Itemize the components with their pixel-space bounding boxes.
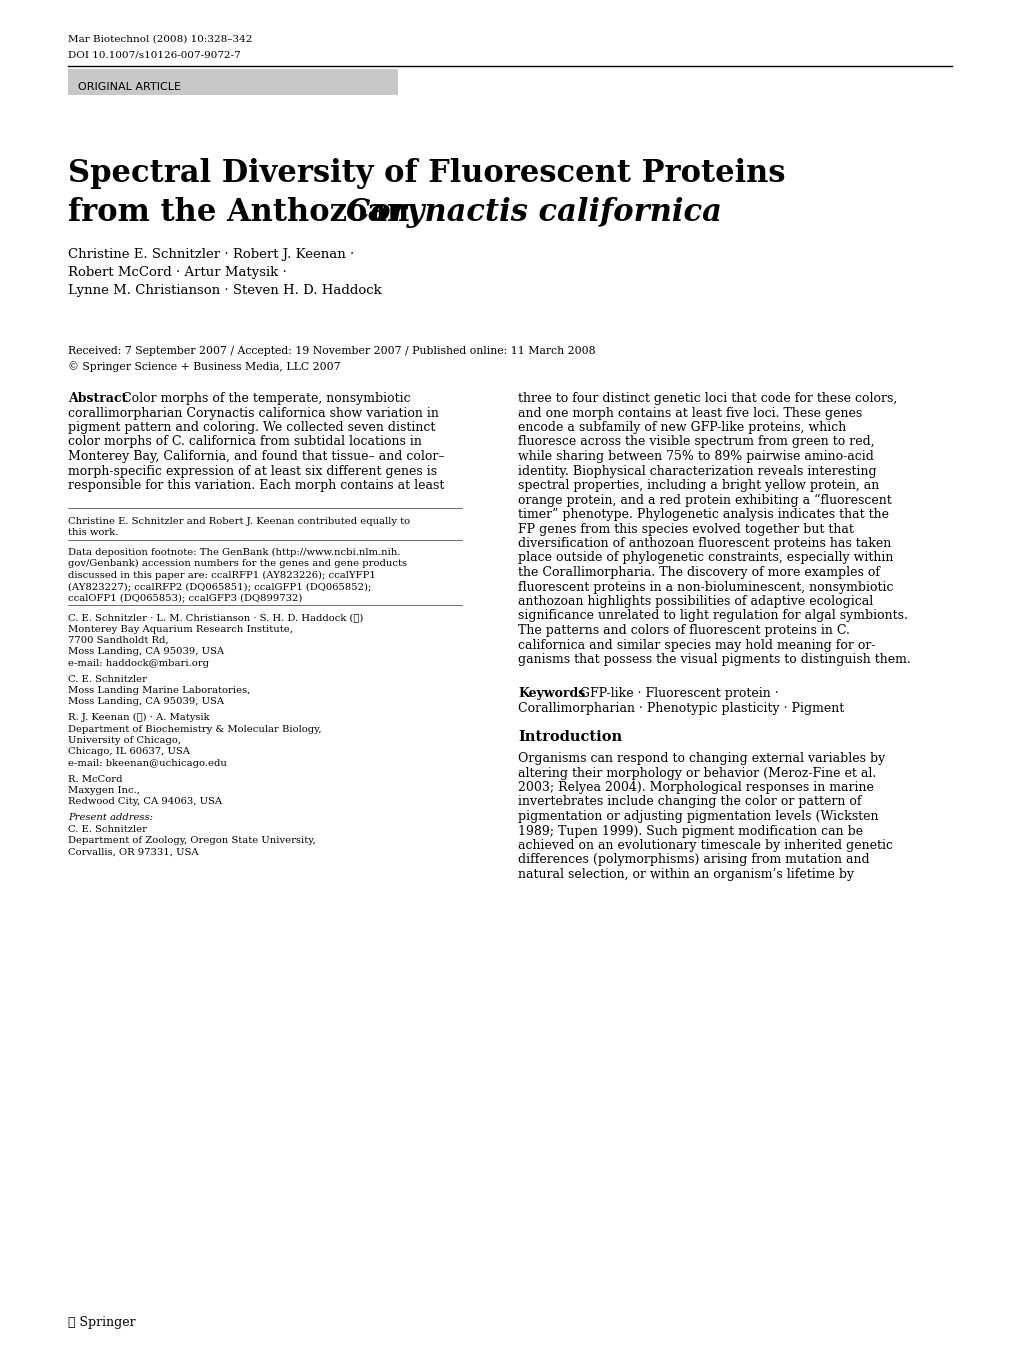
Text: Corvallis, OR 97331, USA: Corvallis, OR 97331, USA <box>68 847 199 856</box>
Text: GFP-like · Fluorescent protein ·: GFP-like · Fluorescent protein · <box>580 687 777 701</box>
Text: R. J. Keenan (✉) · A. Matysik: R. J. Keenan (✉) · A. Matysik <box>68 713 210 722</box>
Text: californica and similar species may hold meaning for or-: californica and similar species may hold… <box>518 638 874 652</box>
Text: DOI 10.1007/s10126-007-9072-7: DOI 10.1007/s10126-007-9072-7 <box>68 50 240 60</box>
Text: Color morphs of the temperate, nonsymbiotic: Color morphs of the temperate, nonsymbio… <box>122 392 411 405</box>
Text: Keywords: Keywords <box>518 687 585 701</box>
Text: discussed in this paper are: ccalRFP1 (AY823226); ccalYFP1: discussed in this paper are: ccalRFP1 (A… <box>68 570 376 580</box>
Text: Abstract: Abstract <box>68 392 127 405</box>
Text: Chicago, IL 60637, USA: Chicago, IL 60637, USA <box>68 748 190 756</box>
Text: Spectral Diversity of Fluorescent Proteins: Spectral Diversity of Fluorescent Protei… <box>68 159 785 188</box>
Text: differences (polymorphisms) arising from mutation and: differences (polymorphisms) arising from… <box>518 854 869 866</box>
Text: pigmentation or adjusting pigmentation levels (Wicksten: pigmentation or adjusting pigmentation l… <box>518 810 877 822</box>
Text: © Springer Science + Business Media, LLC 2007: © Springer Science + Business Media, LLC… <box>68 360 340 371</box>
Text: Monterey Bay, California, and found that tissue– and color–: Monterey Bay, California, and found that… <box>68 450 444 463</box>
Text: color morphs of C. californica from subtidal locations in: color morphs of C. californica from subt… <box>68 435 422 449</box>
Text: Received: 7 September 2007 / Accepted: 19 November 2007 / Published online: 11 M: Received: 7 September 2007 / Accepted: 1… <box>68 346 595 356</box>
Text: ccalOFP1 (DQ065853); ccalGFP3 (DQ899732): ccalOFP1 (DQ065853); ccalGFP3 (DQ899732) <box>68 593 302 603</box>
Text: Corynactis californica: Corynactis californica <box>345 196 721 228</box>
Text: (AY823227); ccalRFP2 (DQ065851); ccalGFP1 (DQ065852);: (AY823227); ccalRFP2 (DQ065851); ccalGFP… <box>68 583 371 591</box>
Text: fluorescent proteins in a non-bioluminescent, nonsymbiotic: fluorescent proteins in a non-biolumines… <box>518 580 893 593</box>
Text: morph-specific expression of at least six different genes is: morph-specific expression of at least si… <box>68 465 437 477</box>
Text: University of Chicago,: University of Chicago, <box>68 736 181 745</box>
Text: e-mail: haddock@mbari.org: e-mail: haddock@mbari.org <box>68 659 209 668</box>
Text: ④ Springer: ④ Springer <box>68 1316 136 1329</box>
Text: invertebrates include changing the color or pattern of: invertebrates include changing the color… <box>518 795 861 809</box>
Text: altering their morphology or behavior (Meroz-Fine et al.: altering their morphology or behavior (M… <box>518 767 875 779</box>
Text: Christine E. Schnitzler and Robert J. Keenan contributed equally to: Christine E. Schnitzler and Robert J. Ke… <box>68 516 410 526</box>
Text: gov/Genbank) accession numbers for the genes and gene products: gov/Genbank) accession numbers for the g… <box>68 560 407 568</box>
Text: natural selection, or within an organism’s lifetime by: natural selection, or within an organism… <box>518 869 853 881</box>
Text: C. E. Schnitzler · L. M. Christianson · S. H. D. Haddock (✉): C. E. Schnitzler · L. M. Christianson · … <box>68 612 363 622</box>
Text: spectral properties, including a bright yellow protein, an: spectral properties, including a bright … <box>518 480 878 492</box>
Text: Moss Landing, CA 95039, USA: Moss Landing, CA 95039, USA <box>68 648 224 657</box>
Text: three to four distinct genetic loci that code for these colors,: three to four distinct genetic loci that… <box>518 392 897 405</box>
Text: responsible for this variation. Each morph contains at least: responsible for this variation. Each mor… <box>68 480 444 492</box>
Text: C. E. Schnitzler: C. E. Schnitzler <box>68 824 147 833</box>
Text: significance unrelated to light regulation for algal symbionts.: significance unrelated to light regulati… <box>518 610 907 622</box>
Text: and one morph contains at least five loci. These genes: and one morph contains at least five loc… <box>518 406 861 420</box>
Text: ORIGINAL ARTICLE: ORIGINAL ARTICLE <box>77 83 180 92</box>
Text: 1989; Tupen 1999). Such pigment modification can be: 1989; Tupen 1999). Such pigment modifica… <box>518 824 862 837</box>
Text: fluoresce across the visible spectrum from green to red,: fluoresce across the visible spectrum fr… <box>518 435 873 449</box>
Text: Moss Landing Marine Laboratories,: Moss Landing Marine Laboratories, <box>68 686 250 695</box>
Text: Christine E. Schnitzler · Robert J. Keenan ·: Christine E. Schnitzler · Robert J. Keen… <box>68 248 354 262</box>
Text: Organisms can respond to changing external variables by: Organisms can respond to changing extern… <box>518 752 884 766</box>
Bar <box>68 69 397 95</box>
Text: place outside of phylogenetic constraints, especially within: place outside of phylogenetic constraint… <box>518 551 893 565</box>
Text: while sharing between 75% to 89% pairwise amino-acid: while sharing between 75% to 89% pairwis… <box>518 450 873 463</box>
Text: e-mail: bkeenan@uchicago.edu: e-mail: bkeenan@uchicago.edu <box>68 759 226 768</box>
Text: C. E. Schnitzler: C. E. Schnitzler <box>68 675 147 683</box>
Text: Moss Landing, CA 95039, USA: Moss Landing, CA 95039, USA <box>68 698 224 706</box>
Text: anthozoan highlights possibilities of adaptive ecological: anthozoan highlights possibilities of ad… <box>518 595 872 608</box>
Text: Introduction: Introduction <box>518 730 622 744</box>
Text: diversification of anthozoan fluorescent proteins has taken: diversification of anthozoan fluorescent… <box>518 537 891 550</box>
Text: encode a subfamily of new GFP-like proteins, which: encode a subfamily of new GFP-like prote… <box>518 421 846 434</box>
Text: achieved on an evolutionary timescale by inherited genetic: achieved on an evolutionary timescale by… <box>518 839 892 852</box>
Text: Present address:: Present address: <box>68 813 153 822</box>
Text: Redwood City, CA 94063, USA: Redwood City, CA 94063, USA <box>68 798 222 806</box>
Text: the Corallimorpharia. The discovery of more examples of: the Corallimorpharia. The discovery of m… <box>518 566 879 579</box>
Text: Department of Zoology, Oregon State University,: Department of Zoology, Oregon State Univ… <box>68 836 316 846</box>
Text: FP genes from this species evolved together but that: FP genes from this species evolved toget… <box>518 523 853 535</box>
Text: this work.: this work. <box>68 528 118 537</box>
Text: Department of Biochemistry & Molecular Biology,: Department of Biochemistry & Molecular B… <box>68 725 321 733</box>
Text: timer” phenotype. Phylogenetic analysis indicates that the: timer” phenotype. Phylogenetic analysis … <box>518 508 889 522</box>
Text: Monterey Bay Aquarium Research Institute,: Monterey Bay Aquarium Research Institute… <box>68 625 292 634</box>
Text: R. McCord: R. McCord <box>68 775 122 783</box>
Text: pigment pattern and coloring. We collected seven distinct: pigment pattern and coloring. We collect… <box>68 421 435 434</box>
Text: The patterns and colors of fluorescent proteins in C.: The patterns and colors of fluorescent p… <box>518 625 849 637</box>
Text: Corallimorpharian · Phenotypic plasticity · Pigment: Corallimorpharian · Phenotypic plasticit… <box>518 702 844 715</box>
Text: Robert McCord · Artur Matysik ·: Robert McCord · Artur Matysik · <box>68 266 286 279</box>
Text: from the Anthozoan: from the Anthozoan <box>68 196 420 228</box>
Text: orange protein, and a red protein exhibiting a “fluorescent: orange protein, and a red protein exhibi… <box>518 493 891 507</box>
Text: Maxygen Inc.,: Maxygen Inc., <box>68 786 140 795</box>
Text: identity. Biophysical characterization reveals interesting: identity. Biophysical characterization r… <box>518 465 875 477</box>
Text: corallimorpharian Corynactis californica show variation in: corallimorpharian Corynactis californica… <box>68 406 438 420</box>
Text: 7700 Sandholdt Rd,: 7700 Sandholdt Rd, <box>68 635 168 645</box>
Text: Data deposition footnote: The GenBank (http://www.ncbi.nlm.nih.: Data deposition footnote: The GenBank (h… <box>68 547 400 557</box>
Text: Mar Biotechnol (2008) 10:328–342: Mar Biotechnol (2008) 10:328–342 <box>68 35 252 43</box>
Text: ganisms that possess the visual pigments to distinguish them.: ganisms that possess the visual pigments… <box>518 653 910 667</box>
Text: Lynne M. Christianson · Steven H. D. Haddock: Lynne M. Christianson · Steven H. D. Had… <box>68 285 381 297</box>
Text: 2003; Relyea 2004). Morphological responses in marine: 2003; Relyea 2004). Morphological respon… <box>518 780 873 794</box>
